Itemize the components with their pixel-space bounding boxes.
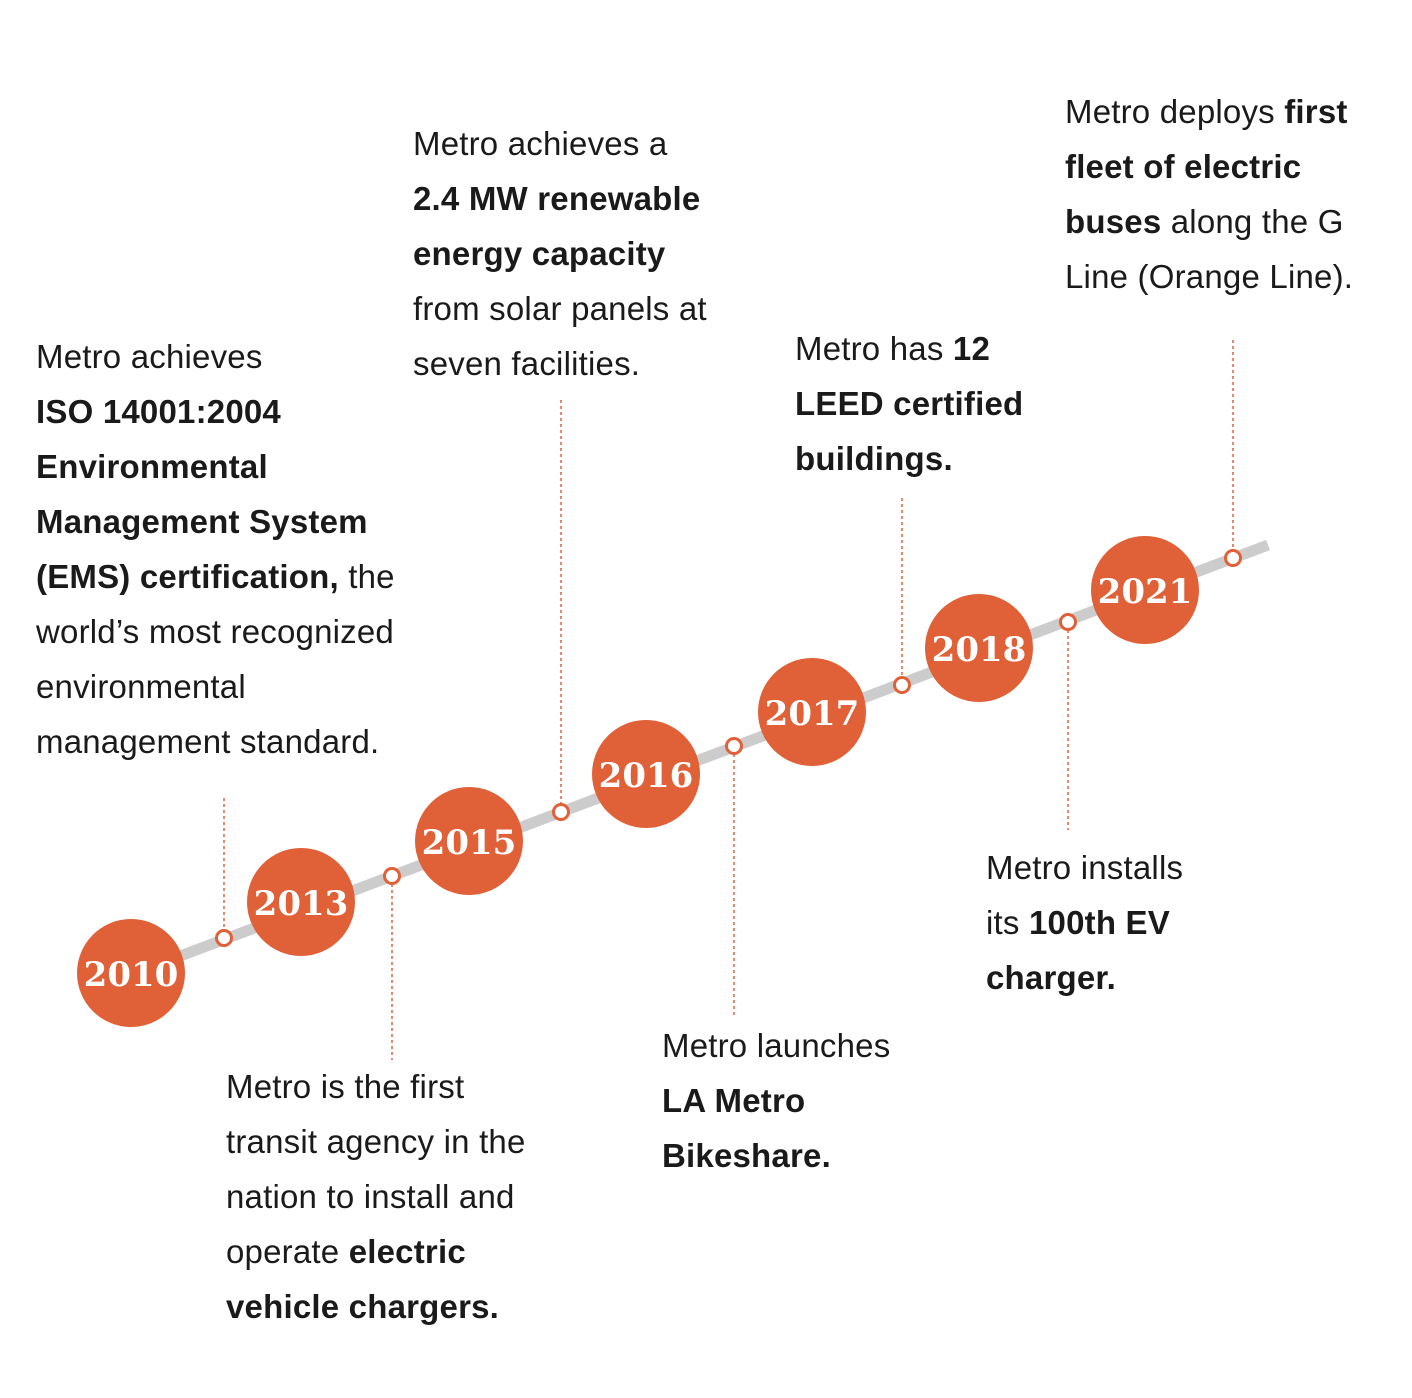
milestone-text-leed-buildings: Metro has 12 LEED certified buildings. xyxy=(795,321,1023,486)
milestone-highlight: 100th EV xyxy=(1028,904,1170,941)
milestone-phrase: nation to install and xyxy=(226,1178,515,1215)
milestone-phrase: Metro deploys xyxy=(1065,93,1285,130)
year-marker-2018: 2018 xyxy=(925,594,1033,702)
year-marker-2013: 2013 xyxy=(247,848,355,956)
milestone-highlight: (EMS) certification, xyxy=(36,558,339,595)
milestone-dot-electric-buses xyxy=(1224,549,1242,567)
milestone-highlight: LEED certified xyxy=(795,385,1024,422)
milestone-highlight: buildings. xyxy=(795,440,953,477)
milestone-phrase: world’s most recognized xyxy=(36,613,394,650)
milestone-text-bikeshare: Metro launches LA Metro Bikeshare. xyxy=(662,1018,890,1183)
milestone-text-ev-charger-100: Metro installs its 100th EV charger. xyxy=(986,840,1183,1005)
year-marker-2021: 2021 xyxy=(1091,536,1199,644)
milestone-highlight: electric xyxy=(348,1233,466,1270)
milestone-highlight: Environmental xyxy=(36,448,268,485)
milestone-phrase: along the G xyxy=(1161,203,1344,240)
milestone-highlight: vehicle chargers. xyxy=(226,1288,500,1325)
milestone-dot-ev-chargers-first xyxy=(383,867,401,885)
milestone-text-renewable-energy: Metro achieves a 2.4 MW renewable energy c… xyxy=(413,116,707,391)
milestone-highlight: ISO 14001:2004 xyxy=(36,393,281,430)
milestone-highlight: charger. xyxy=(986,959,1117,996)
year-label: 2018 xyxy=(932,630,1027,670)
year-label: 2010 xyxy=(84,955,179,995)
milestone-highlight: energy capacity xyxy=(413,235,666,272)
milestone-text-iso-certification: Metro achieves ISO 14001:2004 Environmenta… xyxy=(36,329,395,769)
milestone-highlight: LA Metro xyxy=(662,1082,806,1119)
milestone-highlight: first xyxy=(1284,93,1348,130)
milestone-phrase: transit agency in the xyxy=(226,1123,526,1160)
milestone-phrase: Metro is the first xyxy=(226,1068,465,1105)
milestone-highlight: fleet of electric xyxy=(1065,148,1302,185)
milestone-phrase: Line (Orange Line). xyxy=(1065,258,1354,295)
milestone-highlight: 2.4 MW renewable xyxy=(413,180,701,217)
year-label: 2015 xyxy=(422,823,517,863)
milestone-phrase: seven facilities. xyxy=(413,345,641,382)
year-label: 2017 xyxy=(765,694,860,734)
milestone-dot-iso-certification xyxy=(215,929,233,947)
year-marker-2016: 2016 xyxy=(592,720,700,828)
milestone-phrase: Metro achieves a xyxy=(413,125,668,162)
milestone-highlight: buses xyxy=(1065,203,1162,240)
milestone-phrase: Metro installs xyxy=(986,849,1184,886)
year-marker-2010: 2010 xyxy=(77,919,185,1027)
milestone-phrase: Metro launches xyxy=(662,1027,891,1064)
milestone-phrase: environmental xyxy=(36,668,246,705)
year-label: 2021 xyxy=(1098,572,1193,612)
milestone-phrase: from solar panels at xyxy=(413,290,707,327)
year-label: 2013 xyxy=(254,884,349,924)
milestone-highlight: Management System xyxy=(36,503,368,540)
milestone-phrase: management standard. xyxy=(36,723,380,760)
year-label: 2016 xyxy=(599,756,694,796)
milestone-text-ev-chargers-first: Metro is the first transit agency in the n… xyxy=(226,1059,526,1334)
milestone-dot-bikeshare xyxy=(725,737,743,755)
milestone-phrase: operate xyxy=(226,1233,349,1270)
milestone-highlight: Bikeshare. xyxy=(662,1137,831,1174)
milestone-phrase: Metro achieves xyxy=(36,338,263,375)
milestone-phrase: Metro has xyxy=(795,330,953,367)
milestone-text-electric-buses: Metro deploys first fleet of electric buse… xyxy=(1065,84,1353,304)
milestone-highlight: 12 xyxy=(952,330,991,367)
year-marker-2015: 2015 xyxy=(415,787,523,895)
milestone-dot-ev-charger-100 xyxy=(1059,613,1077,631)
milestone-dot-leed-buildings xyxy=(893,676,911,694)
milestone-dot-renewable-energy xyxy=(552,803,570,821)
year-marker-2017: 2017 xyxy=(758,658,866,766)
milestone-phrase: its xyxy=(986,904,1029,941)
milestone-phrase: the xyxy=(338,558,395,595)
